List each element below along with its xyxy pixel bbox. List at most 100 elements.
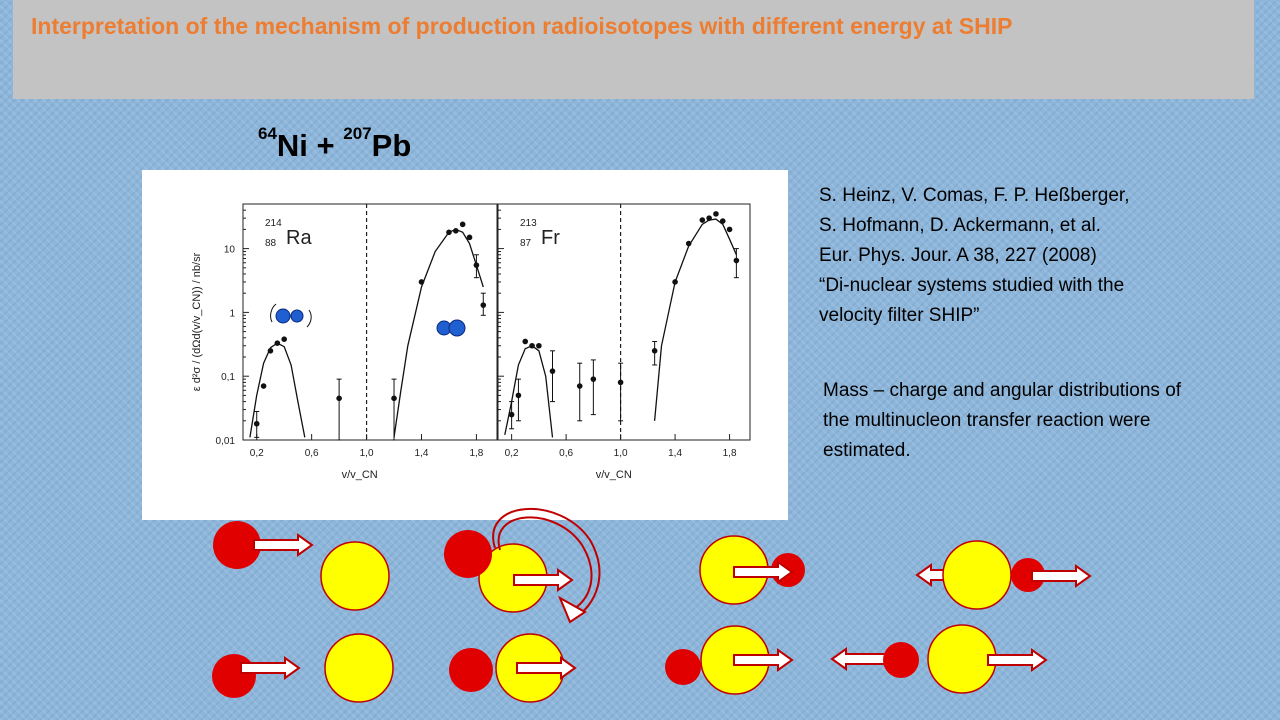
data-point <box>253 420 260 427</box>
x-tick-label: 1,4 <box>415 448 429 459</box>
data-point <box>576 383 583 389</box>
data-point <box>336 395 342 402</box>
fit-curve <box>393 228 484 438</box>
data-point <box>651 348 658 354</box>
data-point <box>515 392 522 399</box>
projectile-nucleus <box>444 530 492 578</box>
nuclide-charge: 87 <box>520 238 532 249</box>
data-point <box>726 226 733 233</box>
target-nucleus <box>320 541 390 611</box>
target-nucleus <box>478 543 548 613</box>
velocity-arrow <box>831 648 891 670</box>
rotation-marker <box>306 309 312 328</box>
separated-nucleus-icon <box>448 319 466 337</box>
data-point <box>260 383 267 389</box>
x-tick-label: 0,2 <box>505 448 519 459</box>
target-nucleus <box>495 633 565 703</box>
velocity-arrow <box>916 564 976 586</box>
projectile-nucleus <box>771 553 805 587</box>
fit-curve <box>504 345 554 438</box>
x-tick-label: 1,8 <box>723 448 737 459</box>
data-point <box>281 336 287 343</box>
x-tick-label: 1,8 <box>469 448 483 459</box>
reference-block: S. Heinz, V. Comas, F. P. Heßberger, S. … <box>819 181 1259 331</box>
rotation-marker <box>270 303 277 323</box>
y-tick-label: 10 <box>224 245 236 256</box>
y-tick-label: 0,1 <box>221 372 235 383</box>
fit-curve <box>653 218 737 421</box>
projectile-mass: 64 <box>258 124 277 143</box>
reference-line: velocity filter SHIP” <box>819 305 980 326</box>
y-axis-label: ε d²σ / (dΩd(v/v_CN)) / nb/sr <box>191 252 203 391</box>
data-point <box>685 240 692 247</box>
data-point <box>459 221 466 228</box>
target-mass: 207 <box>343 124 372 143</box>
dinuclear-nucleus-icon <box>290 309 304 323</box>
x-tick-label: 0,6 <box>559 448 573 459</box>
data-point <box>418 279 425 285</box>
data-point <box>508 411 515 418</box>
data-point <box>536 342 542 349</box>
data-point <box>529 342 535 349</box>
data-point <box>480 302 487 308</box>
reaction-label: 64Ni + 207Pb <box>258 124 412 164</box>
reference-line: S. Hofmann, D. Ackermann, et al. <box>819 215 1101 236</box>
rotation-arrow <box>492 508 601 619</box>
reference-line: “Di-nuclear systems studied with the <box>819 275 1125 296</box>
rotation-arrow-head <box>557 595 587 624</box>
chart-panel-left: 0,01 0,1 1 10 0,2 0,6 1,0 1,4 1,8 v/v_CN ε d²σ / (… <box>191 203 498 481</box>
velocity-arrow <box>240 657 300 679</box>
data-point <box>590 376 597 382</box>
x-tick-label: 0,2 <box>250 448 264 459</box>
target-nucleus <box>927 624 997 694</box>
cross-section-chart: 0,01 0,1 1 10 0,2 0,6 1,0 1,4 1,8 v/v_CN ε d²σ / (… <box>191 203 751 481</box>
projectile-nucleus <box>449 648 493 692</box>
x-tick-label: 1,0 <box>614 448 628 459</box>
data-point <box>522 338 529 345</box>
data-point <box>473 262 480 268</box>
velocity-arrow <box>987 649 1047 671</box>
velocity-arrow <box>1031 565 1091 587</box>
title-bar: Interpretation of the mechanism of produ… <box>13 0 1254 99</box>
data-point <box>699 217 706 223</box>
nuclide-mass: 213 <box>520 218 537 229</box>
data-point <box>466 234 473 241</box>
data-point <box>617 379 624 386</box>
velocity-arrow <box>516 657 576 679</box>
chart-panel-right: 0,2 0,6 1,0 1,4 1,8 v/v_CN 213 87 Fr <box>497 203 751 481</box>
projectile-nucleus <box>212 654 256 698</box>
x-axis-label: v/v_CN <box>342 469 378 481</box>
target-nucleus <box>700 625 770 695</box>
reaction-plus: + <box>307 128 344 163</box>
velocity-arrow <box>513 569 573 591</box>
data-point <box>391 395 397 402</box>
velocity-arrow <box>253 534 313 556</box>
y-tick-label: 0,01 <box>216 436 236 447</box>
nuclide-mass: 214 <box>265 218 282 229</box>
projectile-nucleus <box>883 642 919 678</box>
nuclide-symbol: Fr <box>541 227 560 249</box>
data-point <box>713 211 719 217</box>
target-nucleus <box>324 633 394 703</box>
velocity-arrow <box>733 561 793 583</box>
projectile-nucleus <box>1011 558 1045 592</box>
cross-section-figure: 0,01 0,1 1 10 0,2 0,6 1,0 1,4 1,8 v/v_CN ε d²σ / (… <box>142 170 788 520</box>
x-axis-label: v/v_CN <box>596 469 632 481</box>
data-point <box>453 228 459 234</box>
data-point <box>706 215 712 221</box>
projectile-symbol: Ni <box>276 128 308 163</box>
rotation-arrow <box>497 516 593 611</box>
target-symbol: Pb <box>371 128 412 163</box>
reference-line: Eur. Phys. Jour. A 38, 227 (2008) <box>819 245 1097 266</box>
target-nucleus <box>699 535 769 605</box>
data-point <box>549 368 556 374</box>
y-tick-label: 1 <box>229 308 235 319</box>
nuclide-symbol: Ra <box>286 227 312 249</box>
data-point <box>446 229 452 236</box>
summary-note: Mass – charge and angular distributions … <box>823 380 1182 461</box>
data-point <box>733 257 740 264</box>
data-point <box>267 348 274 354</box>
data-point <box>274 340 281 346</box>
x-tick-label: 1,4 <box>668 448 682 459</box>
projectile-nucleus <box>213 521 261 569</box>
